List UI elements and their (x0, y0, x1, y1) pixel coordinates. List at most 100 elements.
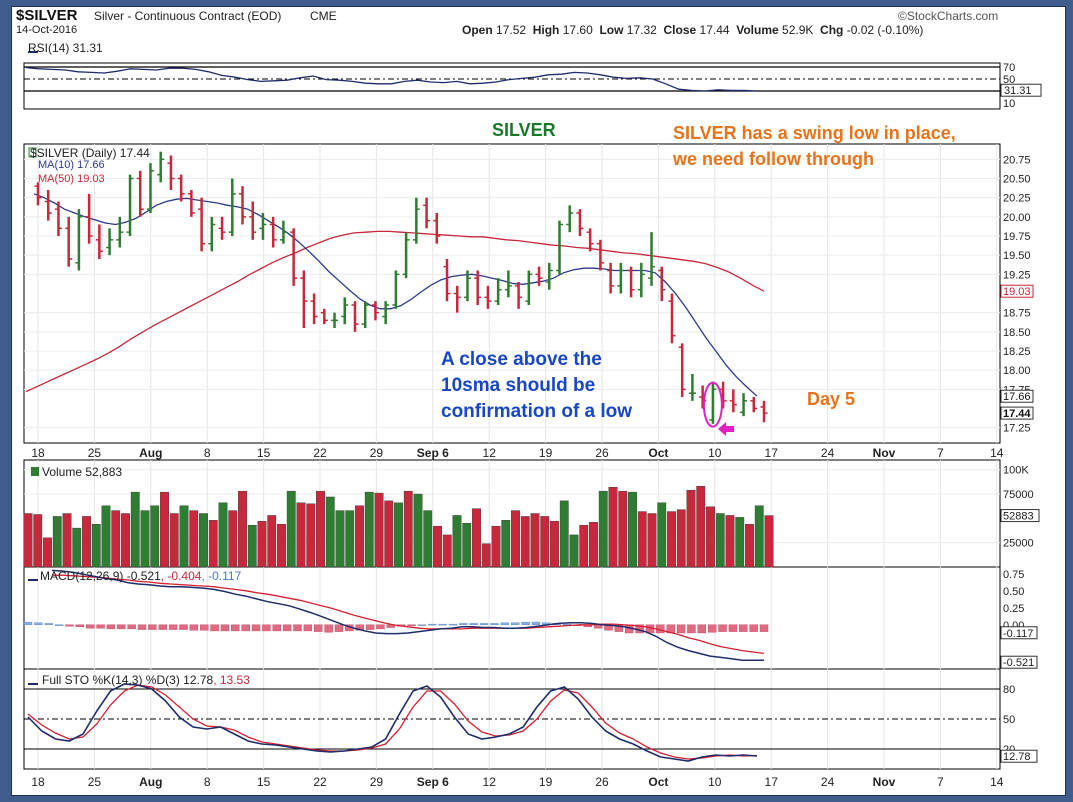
volume-value-label: 52883 (1003, 511, 1034, 523)
volume-bar (452, 515, 462, 568)
macd-histogram-bar (168, 624, 178, 630)
volume-bar (316, 490, 325, 568)
volume-bar (208, 520, 218, 568)
price-y-tick: 20.00 (1003, 212, 1031, 224)
x-tick-label-bottom: 8 (204, 775, 211, 789)
sto-legend: Full STO %K(14,3) %D(3) 12.78, 13.53 (42, 673, 250, 687)
macd-legend-label: MACD(12,26,9) (40, 569, 124, 583)
stock-chart: 18 18 25 25 Aug Aug 8 8 15 15 22 22 29 29 Sep 6 Sep 6 12… (23, 51, 1042, 789)
exchange: CME (310, 9, 337, 23)
macd-legend: MACD(12,26,9) -0.521, -0.404, -0.117 (40, 569, 241, 583)
macd-histogram-bar (23, 621, 33, 626)
volume-bar (667, 511, 676, 568)
macd-histogram-bar (448, 623, 458, 626)
chart-frame: 18 18 25 25 Aug Aug 8 8 15 15 22 22 29 29 Sep 6 Sep 6 12… (11, 6, 1066, 796)
macd-histogram-bar (251, 624, 261, 632)
x-tick-label-top: Aug (139, 446, 162, 460)
volume-bar (228, 510, 238, 568)
macd-histogram-bar (34, 622, 43, 626)
rsi-panel-border (23, 62, 1001, 110)
volume-bar (286, 490, 296, 568)
macd-histogram-bar (65, 624, 74, 627)
volume-y-tick: 25000 (1003, 538, 1034, 550)
macd-y-tick: 0.25 (1003, 603, 1024, 615)
macd-histogram-bar (54, 624, 64, 626)
rsi-y-tick: 50 (1003, 74, 1015, 86)
chart-header: $SILVER Silver - Continuous Contract (EO… (12, 7, 1065, 39)
x-tick-label-top: 22 (313, 446, 327, 460)
macd-y-tick: 0.50 (1003, 586, 1024, 598)
watermark[interactable]: ©StockCharts.com (898, 9, 999, 23)
macd-histogram-bar (490, 623, 499, 626)
price-y-tick: 20.25 (1003, 193, 1031, 205)
volume-bar (413, 493, 423, 568)
sto-legend-k: 12.78 (183, 673, 214, 687)
x-tick-label-bottom: 12 (483, 775, 497, 789)
x-tick-label-bottom: Nov (873, 775, 896, 789)
rsi-legend: RSI(14) 31.31 (28, 41, 103, 55)
volume-bar (589, 522, 598, 568)
annotation-close-line2: 10sma should be (441, 375, 596, 396)
macd-histogram-bar (479, 623, 489, 626)
volume-bar (569, 534, 579, 568)
volume-bar (345, 510, 355, 568)
x-tick-label-top: 15 (257, 446, 271, 460)
annotation-title: SILVER (492, 120, 556, 140)
x-tick-label-top: 14 (990, 446, 1004, 460)
volume-bar (520, 516, 530, 568)
macd-histogram-bar (459, 623, 468, 626)
price-y-tick: 18.00 (1003, 365, 1031, 377)
macd-histogram-bar (707, 624, 717, 633)
x-tick-label-top: 10 (708, 446, 722, 460)
price-value-box (1000, 284, 1034, 298)
macd-histogram-bar (272, 624, 281, 632)
macd-histogram-bar (148, 624, 157, 630)
volume-bar (657, 502, 667, 568)
x-tick-label-top: 12 (483, 446, 497, 460)
volume-legend: Volume 52,883 (42, 465, 123, 479)
price-value-label: 17.44 (1003, 408, 1031, 420)
ma10-legend: MA(10) 17.66 (38, 159, 105, 171)
volume-bar (715, 513, 725, 568)
volume-bar (160, 491, 169, 568)
volume-bar (423, 510, 433, 568)
macd-legend-signal: , -0.404 (160, 569, 202, 583)
volume-y-tick: 75000 (1003, 489, 1034, 501)
symbol: $SILVER (16, 7, 78, 24)
volume-bar (121, 513, 130, 568)
volume-bar (618, 490, 628, 568)
volume-bar (189, 510, 199, 568)
price-y-tick: 19.50 (1003, 250, 1031, 262)
volume-bar (364, 491, 374, 568)
macd-histogram-bar (438, 623, 447, 626)
price-legend-icon (28, 147, 37, 158)
price-legend: $SILVER (Daily) 17.44 (30, 146, 150, 160)
chg-label: Chg (820, 23, 844, 37)
x-tick-label-bottom: 19 (539, 775, 553, 789)
rsi-value-label: 31.31 (1004, 85, 1032, 97)
volume-bar (150, 505, 160, 568)
volume-value: 52.9K (782, 23, 814, 37)
volume-bar (179, 505, 189, 568)
volume-bar (745, 524, 754, 568)
macd-histogram-bar (282, 624, 292, 632)
chg-value: -0.02 (-0.10%) (846, 23, 924, 37)
macd-histogram-bar (676, 624, 686, 634)
chart-date: 14-Oct-2016 (16, 24, 78, 36)
volume-bar (686, 489, 696, 568)
volume-bar (394, 502, 403, 568)
macd-histogram-bar (469, 623, 478, 626)
symbol-description: Silver - Continuous Contract (EOD) (94, 9, 282, 23)
volume-bar (43, 537, 52, 568)
x-tick-label-bottom: Aug (139, 775, 162, 789)
x-tick-label-top: 18 (31, 446, 45, 460)
volume-bar (82, 516, 91, 568)
macd-histogram-bar (85, 624, 95, 629)
rsi-line (25, 66, 758, 92)
x-tick-label-bottom: 22 (313, 775, 327, 789)
macd-histogram-bar (511, 622, 520, 626)
volume-bar (433, 525, 442, 568)
annotation-swing-line1: SILVER has a swing low in place, (673, 123, 956, 143)
macd-histogram-bar (718, 624, 727, 632)
x-tick-label-top: 24 (821, 446, 835, 460)
